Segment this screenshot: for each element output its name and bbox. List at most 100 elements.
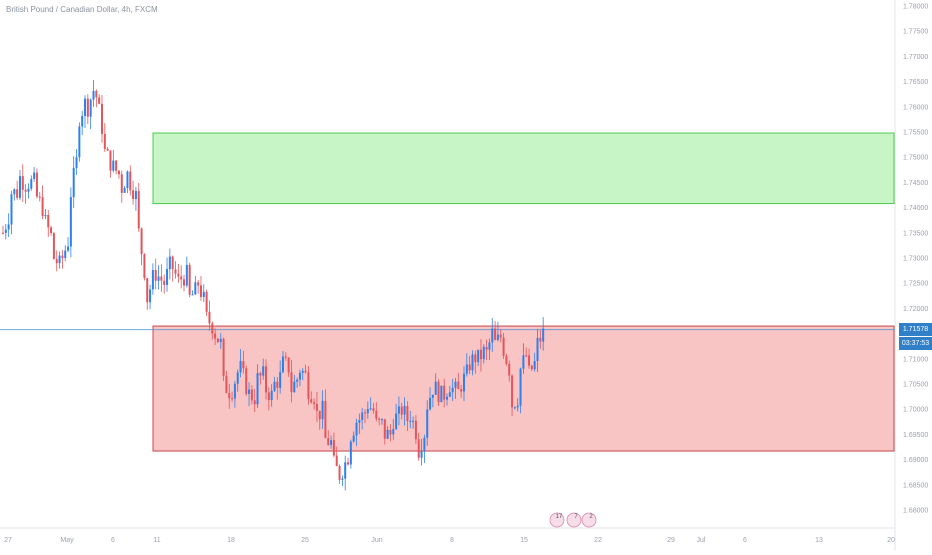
candle-body [86,98,89,117]
candle-body [307,372,310,400]
candle-body [341,478,344,480]
y-tick-label: 1.77500 [903,29,928,36]
candle-body [84,98,87,116]
candle-body [112,160,115,171]
x-tick-label: 18 [227,537,235,544]
candle-body [434,381,437,395]
candle-body [378,418,381,420]
candle-body [123,188,126,193]
candle-body [199,285,202,297]
candles-group [2,79,545,491]
candle-body [120,174,123,193]
candle-body [242,361,245,369]
candle-body [216,338,219,343]
candle-body [134,191,137,200]
candle-body [279,372,282,388]
candle-body [494,328,497,340]
candle-body [24,189,27,192]
candle-body [117,170,120,175]
candle-body [151,269,154,290]
candle-body [180,276,183,280]
candle-body [67,246,70,251]
candle-body [443,385,446,400]
candle-body [115,160,118,171]
candle-body [293,381,296,393]
symbol-title: British Pound / Canadian Dollar, 4h, FXC… [6,5,158,14]
candle-body [109,150,112,171]
candle-body [55,259,58,264]
candle-body [409,420,412,422]
candle-body [103,133,106,149]
candle-body [185,264,188,286]
candle-body [233,383,236,399]
x-tick-label: May [60,537,74,544]
y-tick-label: 1.75500 [903,130,928,137]
candle-body [296,379,299,382]
candle-body [47,214,50,228]
candle-body [35,172,38,197]
last-price-tag: 1.71578 [899,323,932,336]
candle-body [219,338,222,343]
candle-body [2,232,4,234]
candle-body [253,400,256,405]
candle-body [380,419,383,421]
candle-body [50,227,53,234]
candle-body [284,356,287,358]
candle-body [423,437,426,452]
candle-body [214,333,217,339]
candle-body [406,406,409,422]
candle-body [429,397,432,410]
candle-body [256,373,259,405]
x-tick-label: 29 [667,537,675,544]
candle-body [349,441,352,465]
candle-body [352,435,355,442]
event-flag-icon [581,512,597,528]
candle-body [126,171,129,189]
candle-body [482,346,485,360]
candle-body [140,228,143,255]
candle-body [389,429,392,435]
candle-body [301,370,304,373]
y-tick-label: 1.69500 [903,432,928,439]
candle-body [499,334,502,338]
candle-body [197,282,200,286]
y-tick-label: 1.71000 [903,356,928,363]
candle-body [183,279,185,286]
candle-body [276,381,279,388]
candle-body [446,396,449,400]
candle-body [72,167,75,198]
candle-body [30,178,33,189]
candle-body [369,408,372,410]
candle-body [539,337,542,342]
candle-body [451,387,454,393]
x-tick-label: 27 [4,537,12,544]
candle-body [338,466,341,480]
candle-body [417,439,420,458]
candle-body [457,381,460,390]
candle-body [228,392,231,399]
candle-body [174,269,177,274]
y-tick-label: 1.75000 [903,155,928,162]
candle-body [304,370,307,373]
candle-body [313,402,316,405]
candle-body [146,278,149,303]
candle-body [361,412,364,421]
candle-body [465,364,468,374]
candle-body [21,176,24,190]
candle-body [383,419,386,439]
candle-body [205,291,208,312]
x-tick-label: 6 [743,537,747,544]
candle-body [168,256,171,270]
y-tick-label: 1.73000 [903,256,928,263]
candle-body [239,361,242,373]
candle-body [347,462,350,465]
candle-body [157,276,160,281]
candle-body [324,400,327,439]
candle-body [462,373,465,392]
candle-body [505,355,508,364]
candle-body [332,440,335,456]
candle-body [397,406,400,414]
candle-body [265,366,268,393]
